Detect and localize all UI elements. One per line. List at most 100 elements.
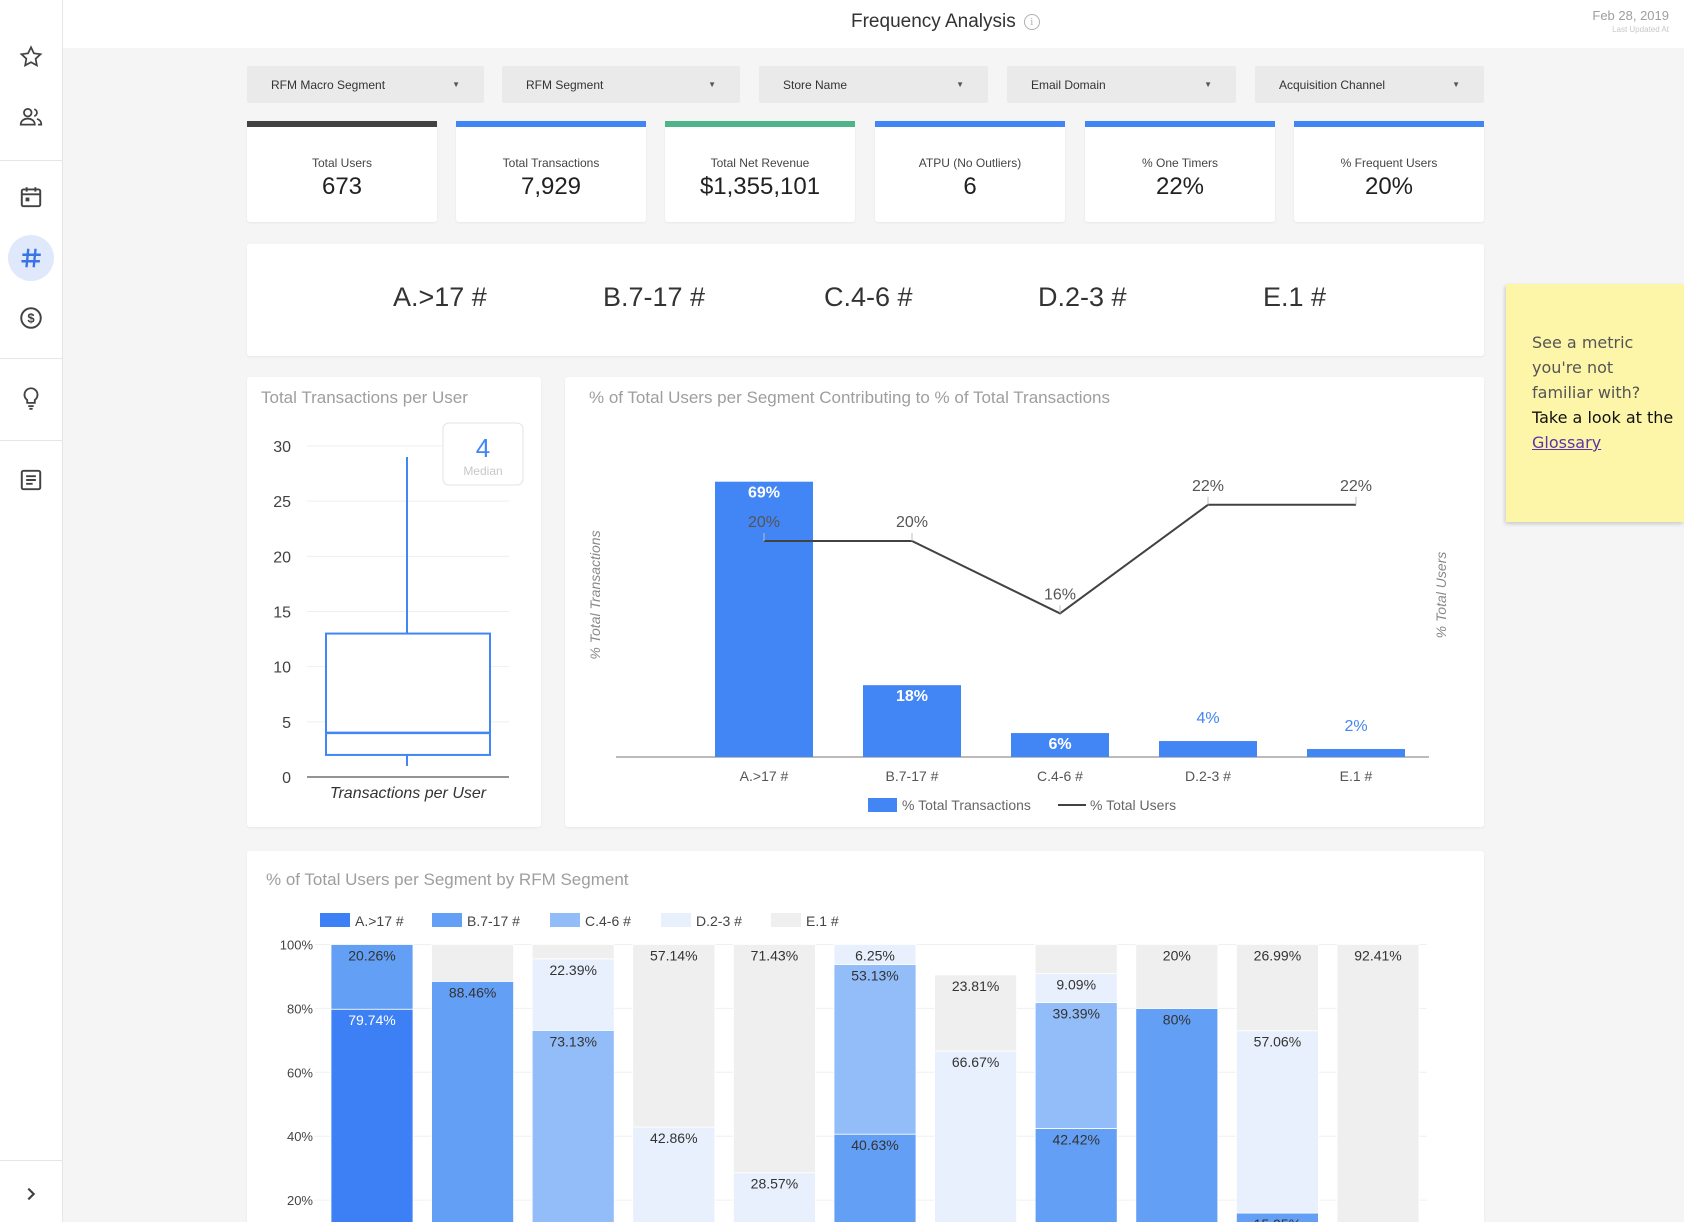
chevron-right-icon[interactable]: [8, 1171, 54, 1217]
kpi-label: Total Users: [311, 156, 373, 170]
line-value-label: 16%: [1044, 586, 1076, 603]
document-icon[interactable]: [8, 457, 54, 503]
legend-swatch: [432, 913, 462, 927]
stacked-bar-segment: [1034, 973, 1118, 1004]
dropdown-caret-icon: ▼: [1204, 80, 1212, 89]
star-icon[interactable]: [8, 34, 54, 80]
legend-label: E.1 #: [806, 913, 839, 929]
legend-swatch: [771, 913, 801, 927]
stacked-bar-value-label: 57.14%: [650, 948, 697, 964]
kpi-accent-bar: [247, 121, 437, 127]
stacked-bar-value-label: 92.41%: [1354, 948, 1401, 964]
y-axis-label-right: % Total Users: [1433, 552, 1449, 639]
calendar-icon[interactable]: [8, 174, 54, 220]
kpi-label: Total Transactions: [502, 156, 600, 170]
y-tick-label: 60%: [287, 1065, 313, 1080]
dropdown-caret-icon: ▼: [956, 80, 964, 89]
stacked-bar-segment: [1236, 944, 1319, 1032]
info-icon[interactable]: i: [1023, 14, 1040, 30]
legend-label: % Total Users: [1090, 797, 1176, 813]
page-title-text: Frequency Analysis: [851, 11, 1016, 32]
svg-text:$: $: [27, 311, 35, 326]
kpi-value: $1,355,101: [699, 173, 821, 200]
filter-rfm-segment[interactable]: RFM Segment ▼: [502, 66, 740, 103]
stacked-bar-value-label: 79.74%: [348, 1012, 395, 1028]
stacked-bar-chart: A.>17 # B.7-17 # C.4-6 # D.2-3 # E.1 # 100% 80…: [280, 913, 1427, 1222]
bar: [1011, 733, 1109, 757]
line-value-label: 22%: [1340, 478, 1372, 495]
users-icon[interactable]: [8, 94, 54, 140]
stacked-bar-value-label: 40.63%: [851, 1137, 898, 1153]
stacked-bar-value-label: 22.39%: [549, 962, 596, 978]
dropdown-caret-icon: ▼: [708, 80, 716, 89]
filter-acquisition-channel[interactable]: Acquisition Channel ▼: [1255, 66, 1484, 103]
stacked-bar-value-label: 20.26%: [348, 948, 395, 964]
hashtag-icon[interactable]: [8, 235, 54, 281]
filter-store-name[interactable]: Store Name ▼: [759, 66, 988, 103]
bar: [1159, 741, 1257, 757]
legend-swatch: [320, 913, 350, 927]
filter-label: Acquisition Channel: [1279, 77, 1386, 92]
stacked-bar-segment: [1135, 1007, 1219, 1222]
x-tick-label: A.>17 #: [740, 768, 789, 784]
stacked-bar-segment: [833, 1133, 917, 1222]
filter-label: Store Name: [783, 77, 848, 92]
x-tick-label: C.4-6 #: [1037, 768, 1083, 784]
bar-value-label: 18%: [896, 688, 928, 705]
last-updated-date: Feb 28, 2019: [1592, 8, 1669, 23]
dollar-icon[interactable]: $: [8, 295, 54, 341]
median-badge-label: Median: [463, 464, 502, 478]
filter-label: Email Domain: [1031, 77, 1106, 92]
glossary-link[interactable]: Glossary: [1532, 433, 1602, 452]
filter-rfm-macro-segment[interactable]: RFM Macro Segment ▼: [247, 66, 484, 103]
stacked-bar-segment: [1034, 1128, 1118, 1222]
combo-chart-card: % of Total Users per Segment Contributin…: [565, 377, 1484, 827]
filter-label: RFM Macro Segment: [271, 77, 386, 92]
sticky-line: See a metric: [1532, 333, 1634, 352]
kpi-accent-bar: [456, 121, 646, 127]
filter-email-domain[interactable]: Email Domain ▼: [1007, 66, 1236, 103]
stacked-bar-segment: [732, 944, 816, 1174]
stacked-bar-segment: [1135, 944, 1219, 1009]
legend-label: D.2-3 #: [696, 913, 742, 929]
y-tick-label: 30: [273, 439, 291, 456]
line-value-label: 22%: [1192, 478, 1224, 495]
stacked-bar-segment: [531, 1029, 615, 1222]
sticky-note: See a metric you're not familiar with? T…: [1506, 284, 1684, 522]
y-tick-label: 80%: [287, 1001, 313, 1016]
stacked-bar-segment: [934, 1050, 1017, 1222]
legend-label: C.4-6 #: [585, 913, 631, 929]
kpi-card: ATPU (No Outliers) 6: [875, 121, 1065, 222]
bar-value-label: 4%: [1196, 710, 1219, 727]
stacked-bar-value-label: 80%: [1163, 1011, 1191, 1027]
dropdown-caret-icon: ▼: [1452, 80, 1460, 89]
kpi-card: Total Net Revenue $1,355,101: [665, 121, 855, 222]
stacked-bar-segment: [1034, 944, 1118, 974]
line-series: [764, 503, 1356, 615]
lightbulb-icon[interactable]: [8, 375, 54, 421]
stacked-bar-segment: [833, 964, 917, 1135]
segment-label: B.7-17 #: [603, 282, 706, 312]
stacked-bar-value-label: 88.46%: [449, 984, 496, 1000]
x-tick-label: B.7-17 #: [886, 768, 939, 784]
y-tick-label: 100%: [280, 938, 314, 953]
kpi-card: Total Users 673: [247, 121, 437, 222]
y-tick-label: 15: [273, 605, 291, 622]
stacked-bar-value-label: 6.25%: [855, 947, 895, 963]
sticky-line: you're not: [1532, 358, 1614, 377]
header: Frequency Analysis i Feb 28, 2019 Last U…: [63, 0, 1684, 48]
kpi-label: Total Net Revenue: [710, 156, 810, 170]
kpi-value: 22%: [1155, 173, 1205, 200]
box: [325, 632, 491, 756]
stacked-bar-value-label: 15.95%: [1254, 1216, 1301, 1222]
stacked-bar-segment: [732, 1172, 816, 1222]
legend-label: A.>17 #: [355, 913, 404, 929]
stacked-bar-value-label: 71.43%: [751, 948, 798, 964]
stacked-bar-value-label: 66.67%: [952, 1054, 999, 1070]
bar-value-label: 6%: [1048, 736, 1071, 753]
kpi-label: % One Timers: [1141, 156, 1219, 170]
line-value-label: 20%: [896, 514, 928, 531]
legend-swatch: [550, 913, 580, 927]
stacked-bar-value-label: 42.86%: [650, 1130, 697, 1146]
